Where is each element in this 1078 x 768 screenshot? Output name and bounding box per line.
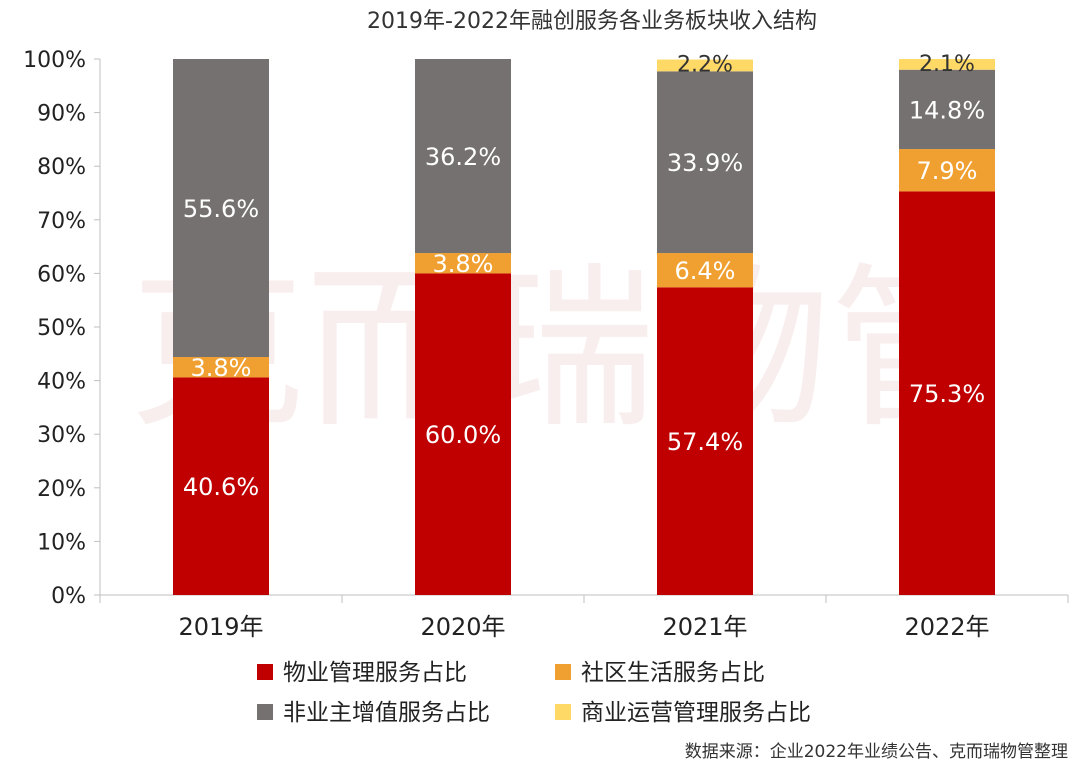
y-tick-label: 0%: [51, 584, 86, 609]
data-label: 3.8%: [433, 250, 494, 278]
y-tick-label: 60%: [37, 262, 86, 287]
x-category-label: 2021年: [662, 613, 747, 641]
data-label: 75.3%: [909, 380, 985, 408]
bar-segment: [657, 71, 753, 254]
bar-segment: [657, 59, 753, 72]
bar-segment: [899, 149, 995, 192]
legend-swatch: [257, 664, 273, 680]
bar-segment: [173, 357, 269, 378]
bar-segment: [415, 59, 511, 254]
bar-segment: [657, 287, 753, 595]
bar-segment: [899, 59, 995, 70]
legend-label: 物业管理服务占比: [283, 660, 467, 686]
y-tick-label: 100%: [23, 48, 86, 73]
data-label: 14.8%: [909, 96, 985, 124]
chart-title: 2019年-2022年融创服务各业务板块收入结构: [367, 9, 817, 34]
data-label: 3.8%: [191, 354, 252, 382]
bar-segment: [415, 253, 511, 274]
data-label: 36.2%: [425, 143, 501, 171]
legend-label: 商业运营管理服务占比: [581, 700, 811, 726]
bar-segment: [173, 59, 269, 358]
legend-label: 社区生活服务占比: [581, 660, 765, 686]
bars: 40.6% 3.8% 55.6% 60.0% 3.8% 36.2% 57.4% 6.4% 33.…: [173, 52, 995, 595]
y-tick-label: 20%: [37, 477, 86, 502]
legend-swatch: [555, 704, 571, 720]
y-axis: 0% 10% 20% 30% 40% 50% 60% 70% 80% 90% 100%: [23, 48, 101, 609]
watermark: 克而瑞物管: [130, 249, 1005, 452]
data-label: 7.9%: [917, 157, 978, 185]
legend-swatch: [257, 704, 273, 720]
data-label: 2.1%: [919, 52, 975, 77]
data-label: 40.6%: [183, 473, 259, 501]
x-axis: 2019年 2020年 2021年 2022年: [99, 594, 1069, 641]
x-category-label: 2022年: [904, 613, 989, 641]
y-tick-label: 50%: [37, 316, 86, 341]
bar-segment: [415, 273, 511, 595]
y-tick-label: 90%: [37, 102, 86, 127]
x-category-label: 2020年: [420, 613, 505, 641]
data-label: 57.4%: [667, 428, 743, 456]
bar-segment: [173, 377, 269, 595]
bar-segment: [657, 253, 753, 288]
source-note: 数据来源：企业2022年业绩公告、克而瑞物管整理: [685, 742, 1068, 762]
data-label: 60.0%: [425, 421, 501, 449]
data-label: 33.9%: [667, 149, 743, 177]
y-tick-label: 30%: [37, 423, 86, 448]
y-tick-label: 10%: [37, 530, 86, 555]
y-tick-label: 70%: [37, 209, 86, 234]
y-tick-label: 40%: [37, 370, 86, 395]
y-tick-label: 80%: [37, 155, 86, 180]
bar-segment: [899, 191, 995, 595]
legend-swatch: [555, 664, 571, 680]
data-label: 55.6%: [183, 195, 259, 223]
data-label: 2.2%: [677, 53, 733, 78]
data-label: 6.4%: [675, 257, 736, 285]
bar-segment: [899, 69, 995, 150]
legend-label: 非业主增值服务占比: [283, 700, 490, 726]
x-category-label: 2019年: [178, 613, 263, 641]
